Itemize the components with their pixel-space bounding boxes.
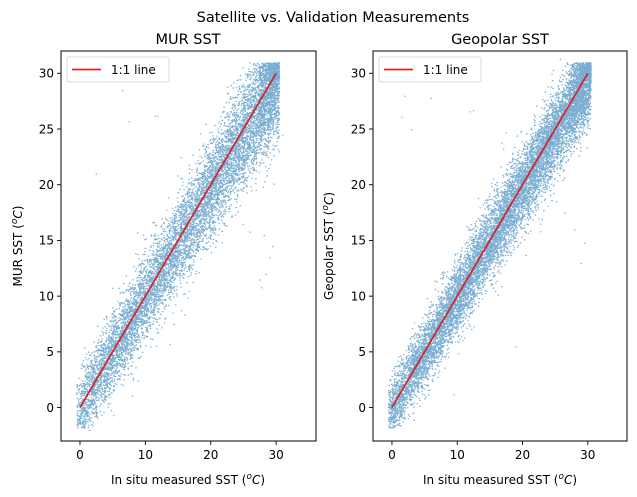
y-tick-label: 25 <box>351 122 366 136</box>
y-tick-label: 20 <box>39 178 54 192</box>
scatter-series <box>388 58 592 429</box>
axes-frame <box>372 50 628 442</box>
x-tick-label: 0 <box>388 448 396 462</box>
x-tick-label: 20 <box>203 448 218 462</box>
scatter-points <box>76 62 284 432</box>
scatter-series <box>76 62 284 432</box>
legend: 1:1 line <box>66 56 170 83</box>
legend-box <box>66 56 170 83</box>
reference-line-group <box>79 72 277 409</box>
x-axis-label: In situ measured SST (oC) <box>111 472 265 487</box>
figure-suptitle: Satellite vs. Validation Measurements <box>197 10 470 26</box>
legend-label: 1:1 line <box>111 63 156 77</box>
y-tick-label: 10 <box>351 289 366 303</box>
reference-line <box>391 72 589 409</box>
y-tick-label: 5 <box>46 345 54 359</box>
y-tick-label: 30 <box>39 67 54 81</box>
reference-line <box>79 72 277 409</box>
x-tick-label: 10 <box>138 448 153 462</box>
x-axis-label: In situ measured SST (oC) <box>423 472 577 487</box>
y-tick-label: 15 <box>39 234 54 248</box>
legend: 1:1 line <box>378 56 482 83</box>
x-tick-label: 20 <box>515 448 530 462</box>
y-tick-label: 30 <box>351 67 366 81</box>
y-ticks: 0 5 10 15 20 25 30 <box>39 67 61 415</box>
axes-mur-sst: MUR SST 0 10 20 30 0 5 10 15 20 25 30 In situ mea… <box>10 32 317 487</box>
axes-title: Geopolar SST <box>451 32 549 48</box>
axes-frame <box>60 50 317 442</box>
x-ticks: 0 10 20 30 <box>388 441 595 462</box>
x-tick-label: 10 <box>450 448 465 462</box>
y-tick-label: 5 <box>358 345 366 359</box>
x-tick-label: 30 <box>580 448 595 462</box>
y-axis-label: MUR SST (oC) <box>10 206 25 287</box>
x-tick-label: 30 <box>268 448 283 462</box>
y-tick-label: 25 <box>39 122 54 136</box>
y-tick-label: 10 <box>39 289 54 303</box>
y-axis-label: Geopolar SST (oC) <box>321 192 336 300</box>
x-tick-label: 0 <box>76 448 84 462</box>
x-ticks: 0 10 20 30 <box>76 441 284 462</box>
axes-title: MUR SST <box>155 32 220 48</box>
y-tick-label: 20 <box>351 178 366 192</box>
legend-label: 1:1 line <box>423 63 468 77</box>
axes-geopolar-sst: Geopolar SST 0 10 20 30 0 5 10 15 20 25 30 In sit… <box>321 32 628 487</box>
y-tick-label: 0 <box>46 401 54 415</box>
y-tick-label: 15 <box>351 234 366 248</box>
y-tick-label: 0 <box>358 401 366 415</box>
reference-line-group <box>391 72 589 409</box>
y-ticks: 0 5 10 15 20 25 30 <box>351 67 373 415</box>
scatter-points <box>388 58 592 429</box>
legend-box <box>378 56 482 83</box>
